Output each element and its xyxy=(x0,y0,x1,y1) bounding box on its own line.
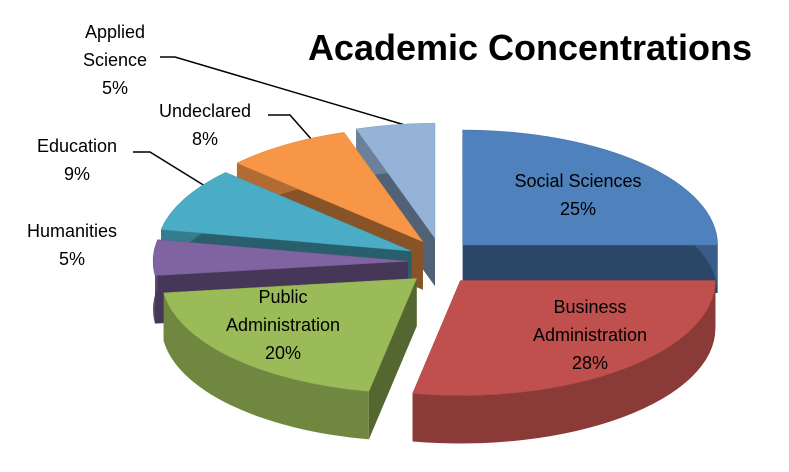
slice xyxy=(160,172,412,252)
slice-label: Public Administration 20% xyxy=(213,283,353,367)
slice-name: Public Administration xyxy=(225,287,341,335)
slice-name: Applied Science xyxy=(82,22,148,70)
leader-lines xyxy=(133,56,416,187)
slice-label: Applied Science 5% xyxy=(75,18,155,102)
leader-line xyxy=(268,114,313,141)
slice-value: 20% xyxy=(264,343,302,363)
slice xyxy=(236,132,424,243)
slice-value: 25% xyxy=(559,199,597,219)
slice-label: Business Administration 28% xyxy=(515,293,665,377)
slice-wall xyxy=(163,292,369,440)
slice-value: 9% xyxy=(63,164,90,184)
leader-line xyxy=(133,151,206,187)
slice xyxy=(152,239,409,276)
slice-label: Humanities 5% xyxy=(12,217,132,273)
slice-label: Education 9% xyxy=(17,132,137,188)
slice-label: Social Sciences 25% xyxy=(493,167,663,223)
slice-wall xyxy=(412,280,716,444)
slice xyxy=(163,278,418,392)
leader-line xyxy=(160,56,416,129)
slice xyxy=(355,123,436,240)
slice-name: Education xyxy=(36,136,118,156)
chart-title: Academic Concentrations xyxy=(307,27,753,68)
slice xyxy=(462,129,718,246)
slice-name: Undeclared xyxy=(158,101,252,121)
slice xyxy=(412,280,716,396)
slice-name: Social Sciences xyxy=(514,171,642,191)
slice-label: Undeclared 8% xyxy=(145,97,265,153)
slice-value: 8% xyxy=(191,129,218,149)
slice-value: 5% xyxy=(101,78,128,98)
slice-name: Humanities xyxy=(26,221,118,241)
slice-value: 5% xyxy=(58,249,85,269)
slice-name: Business Administration xyxy=(532,297,648,345)
slice-value: 28% xyxy=(571,353,609,373)
